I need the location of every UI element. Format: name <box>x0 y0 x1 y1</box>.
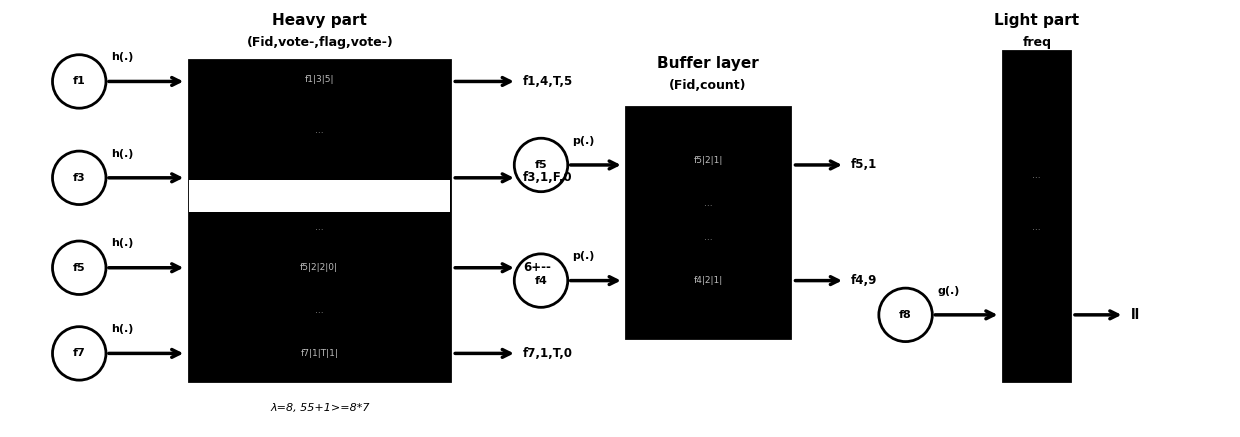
Text: (Fid,vote-,flag,vote-): (Fid,vote-,flag,vote-) <box>247 36 393 49</box>
Text: h(.): h(.) <box>110 324 133 334</box>
Text: f1,4,T,5: f1,4,T,5 <box>523 75 573 88</box>
Text: f5: f5 <box>534 160 547 170</box>
Bar <box>188 180 450 212</box>
Text: ...: ... <box>315 222 324 232</box>
Text: ...: ... <box>704 199 713 208</box>
Text: p(.): p(.) <box>573 251 595 261</box>
Text: f7|1|T|1|: f7|1|T|1| <box>300 349 339 358</box>
Text: ...: ... <box>1032 171 1040 180</box>
Text: Buffer layer: Buffer layer <box>657 56 759 71</box>
Text: ll: ll <box>1131 308 1140 322</box>
Text: h(.): h(.) <box>110 239 133 249</box>
Text: f4: f4 <box>534 276 547 286</box>
Text: f5: f5 <box>73 263 86 273</box>
Text: (Fid,count): (Fid,count) <box>668 79 746 92</box>
Bar <box>188 60 450 381</box>
Text: f1|3|5|: f1|3|5| <box>305 75 334 84</box>
Text: p(.): p(.) <box>573 136 595 146</box>
Text: h(.): h(.) <box>110 52 133 62</box>
Text: f7: f7 <box>73 348 86 358</box>
Text: λ=8, 55+1>=8*7: λ=8, 55+1>=8*7 <box>270 402 370 413</box>
Text: f8: f8 <box>899 310 911 320</box>
Text: ...: ... <box>315 126 324 135</box>
Text: ...: ... <box>315 306 324 315</box>
Text: f5|2|1|: f5|2|1| <box>693 156 723 165</box>
Text: f3,1,F,0: f3,1,F,0 <box>523 171 573 184</box>
Text: 6+--: 6+-- <box>523 261 551 274</box>
Bar <box>626 107 790 338</box>
Bar <box>1003 52 1070 381</box>
Text: ...: ... <box>1032 222 1040 232</box>
Text: ...: ... <box>704 233 713 242</box>
Text: f1: f1 <box>73 76 86 87</box>
Text: Heavy part: Heavy part <box>273 13 367 28</box>
Text: Light part: Light part <box>994 13 1079 28</box>
Text: freq: freq <box>1022 36 1052 49</box>
Text: f4|2|1|: f4|2|1| <box>693 276 723 285</box>
Text: f5|2|2|0|: f5|2|2|0| <box>300 263 339 272</box>
Text: f4,9: f4,9 <box>851 274 877 287</box>
Text: f7,1,T,0: f7,1,T,0 <box>523 347 573 360</box>
Text: g(.): g(.) <box>937 286 960 295</box>
Text: h(.): h(.) <box>110 149 133 159</box>
Text: f5,1: f5,1 <box>851 159 877 171</box>
Text: f3: f3 <box>73 173 86 183</box>
